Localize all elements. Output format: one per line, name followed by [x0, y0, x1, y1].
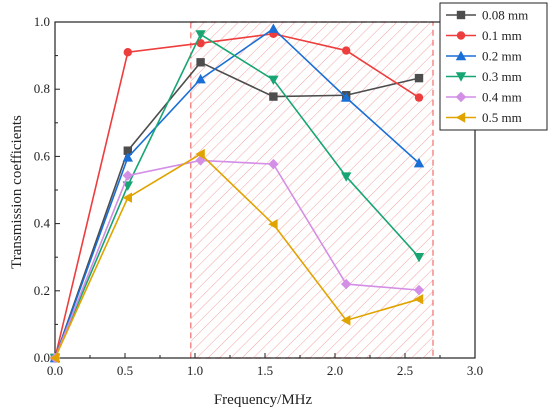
- legend-marker: [455, 112, 466, 123]
- data-point: [341, 92, 352, 102]
- data-point: [123, 146, 132, 155]
- series-2: [50, 29, 424, 363]
- series-layer: [49, 23, 425, 364]
- y-tick-label: 0.4: [34, 216, 51, 231]
- data-point: [268, 219, 278, 230]
- data-point: [341, 278, 352, 290]
- legend-item-4: 0.3 mm: [446, 69, 522, 84]
- series-line: [54, 153, 420, 359]
- data-point: [268, 23, 279, 33]
- legend-marker: [455, 50, 467, 61]
- highlight-region-layer: [190, 21, 434, 359]
- y-tick-label: 0.8: [34, 81, 50, 96]
- legend-item-5: 0.4 mm: [446, 90, 522, 105]
- data-point: [122, 192, 132, 203]
- legend-label: 0.4 mm: [482, 90, 522, 105]
- legend-marker: [456, 31, 466, 40]
- y-axis-label: Transmission coefficients: [9, 115, 25, 269]
- legend-item-2: 0.1 mm: [446, 28, 522, 43]
- legend-marker: [456, 10, 466, 20]
- y-tick-label: 1.0: [34, 14, 50, 29]
- legend-box: [439, 2, 548, 131]
- data-point: [123, 48, 132, 57]
- data-point: [49, 352, 60, 364]
- legend-marker: [455, 72, 467, 82]
- series-line: [54, 32, 420, 359]
- x-tick-label: 3.0: [467, 363, 483, 378]
- x-tick-label: 1.5: [257, 363, 273, 378]
- data-point: [413, 253, 425, 263]
- series-line: [54, 33, 420, 359]
- series-line: [54, 159, 420, 359]
- legend-marker: [455, 91, 467, 103]
- data-point: [196, 58, 205, 67]
- data-point: [268, 75, 279, 85]
- legend: 0.08 mm 0.1 mm 0.2 mm 0.3 mm 0.4 mm 0.5 mm: [439, 2, 548, 131]
- data-point: [269, 92, 278, 101]
- legend-label: 0.3 mm: [482, 69, 522, 84]
- data-point: [414, 93, 424, 102]
- data-point: [413, 284, 425, 296]
- data-point: [342, 46, 351, 55]
- data-point: [413, 294, 424, 305]
- legend-label: 0.5 mm: [482, 110, 522, 125]
- data-point: [122, 152, 133, 162]
- data-point: [195, 148, 205, 160]
- legend-item-1: 0.08 mm: [446, 8, 528, 23]
- data-point: [268, 158, 279, 170]
- x-axis-label: Frequency/MHz: [214, 392, 313, 408]
- data-point: [195, 30, 206, 40]
- legend-item-3: 0.2 mm: [446, 49, 522, 64]
- series-6: [49, 148, 424, 364]
- data-point: [341, 172, 352, 182]
- y-tick-label: 0.6: [34, 148, 51, 163]
- series-line: [54, 61, 420, 359]
- axes: 0.0 0.5 1.0 1.5 2.0 2.5 3.0 0.0 0.2 0.4 0.6 0.8 1.0: [34, 14, 483, 378]
- legend-label: 0.1 mm: [482, 28, 522, 43]
- x-tick-label: 0.0: [47, 363, 63, 378]
- series-line: [54, 27, 420, 359]
- y-tick-label: 0.2: [34, 283, 50, 298]
- x-tick-label: 2.5: [397, 363, 413, 378]
- data-point: [341, 315, 351, 326]
- legend-label: 0.08 mm: [482, 8, 528, 23]
- x-tick-label: 2.0: [327, 363, 343, 378]
- data-point: [196, 38, 205, 48]
- highlight-hatch: [190, 22, 433, 358]
- x-tick-label: 1.0: [187, 363, 203, 378]
- y-tick-label: 0.0: [34, 350, 50, 365]
- data-point: [122, 170, 133, 181]
- legend-item-6: 0.5 mm: [446, 110, 522, 125]
- data-point: [195, 73, 206, 84]
- legend-label: 0.2 mm: [482, 49, 522, 64]
- data-point: [413, 157, 425, 168]
- data-point: [414, 73, 424, 83]
- x-tick-label: 0.5: [117, 363, 133, 378]
